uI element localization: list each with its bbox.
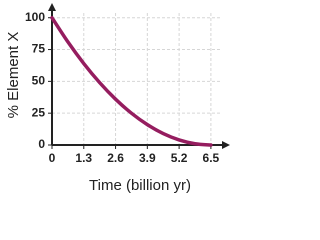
chart: % Element X Time (billion yr) 0 25 50 75 100… [5, 3, 230, 194]
x-tick-label: 1.3 [75, 151, 92, 165]
y-tick-label: 0 [38, 137, 45, 151]
x-tick-label: 0 [49, 151, 56, 165]
x-tick-label: 6.5 [203, 151, 220, 165]
x-tick-label: 2.6 [107, 151, 124, 165]
x-axis-title: Time (billion yr) [89, 177, 191, 194]
page: {"chart_data": {"type": "line", "x_label… [4, 3, 230, 194]
x-tick-label: 5.2 [171, 151, 188, 165]
x-tick-label: 3.9 [139, 151, 156, 165]
y-tick-label: 50 [32, 74, 46, 88]
grid [51, 13, 220, 146]
y-tick-label: 75 [32, 42, 46, 56]
line-series [50, 15, 213, 147]
y-tick-label: 25 [32, 105, 46, 119]
y-tick-label: 100 [25, 10, 45, 24]
y-axis-title: % Element X [5, 32, 22, 119]
